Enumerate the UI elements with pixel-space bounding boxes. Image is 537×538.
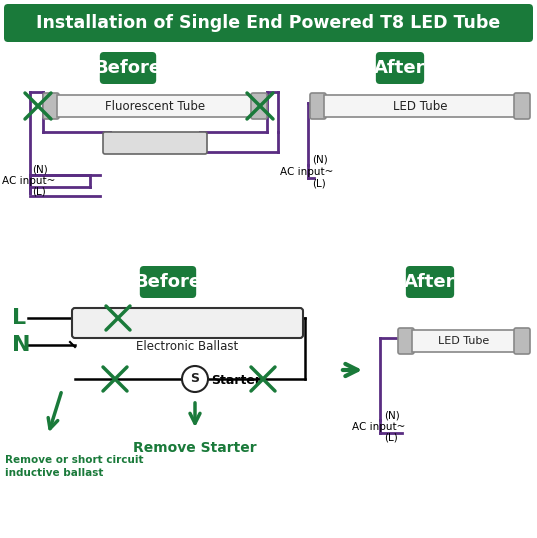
FancyBboxPatch shape <box>140 266 196 298</box>
Text: LED Tube: LED Tube <box>438 336 490 346</box>
Text: LED Tube: LED Tube <box>393 100 447 112</box>
Bar <box>57 95 253 117</box>
FancyBboxPatch shape <box>514 328 530 354</box>
Text: (L): (L) <box>32 187 46 197</box>
Text: AC input~: AC input~ <box>352 422 405 432</box>
FancyBboxPatch shape <box>406 266 454 298</box>
Circle shape <box>182 366 208 392</box>
Text: Before: Before <box>95 59 162 77</box>
Text: Before: Before <box>134 273 201 291</box>
FancyBboxPatch shape <box>103 132 207 154</box>
Bar <box>412 330 516 352</box>
Text: (N): (N) <box>384 410 400 420</box>
Text: S: S <box>191 372 200 386</box>
Text: After: After <box>404 273 456 291</box>
Text: (N): (N) <box>32 165 48 175</box>
Text: AC input~: AC input~ <box>280 167 333 177</box>
FancyBboxPatch shape <box>4 4 533 42</box>
FancyBboxPatch shape <box>251 93 267 119</box>
Text: Remove or short circuit: Remove or short circuit <box>5 455 143 465</box>
Text: Starter: Starter <box>211 374 261 387</box>
FancyBboxPatch shape <box>376 52 424 84</box>
FancyBboxPatch shape <box>514 93 530 119</box>
Text: N: N <box>12 335 31 355</box>
FancyBboxPatch shape <box>100 52 156 84</box>
Text: Installation of Single End Powered T8 LED Tube: Installation of Single End Powered T8 LE… <box>36 14 500 32</box>
Text: (N): (N) <box>312 155 328 165</box>
Text: AC input~: AC input~ <box>2 176 55 186</box>
FancyBboxPatch shape <box>310 93 326 119</box>
FancyBboxPatch shape <box>72 308 303 338</box>
FancyBboxPatch shape <box>43 93 59 119</box>
Text: inductive ballast: inductive ballast <box>5 468 104 478</box>
FancyBboxPatch shape <box>398 328 414 354</box>
Text: (L): (L) <box>312 178 326 188</box>
Text: After: After <box>374 59 426 77</box>
Text: Remove Starter: Remove Starter <box>133 441 257 455</box>
Text: Electronic Ballast: Electronic Ballast <box>136 341 238 353</box>
Bar <box>324 95 516 117</box>
Text: Fluorescent Tube: Fluorescent Tube <box>105 100 205 112</box>
Text: L: L <box>12 308 26 328</box>
Text: (L): (L) <box>384 433 398 443</box>
